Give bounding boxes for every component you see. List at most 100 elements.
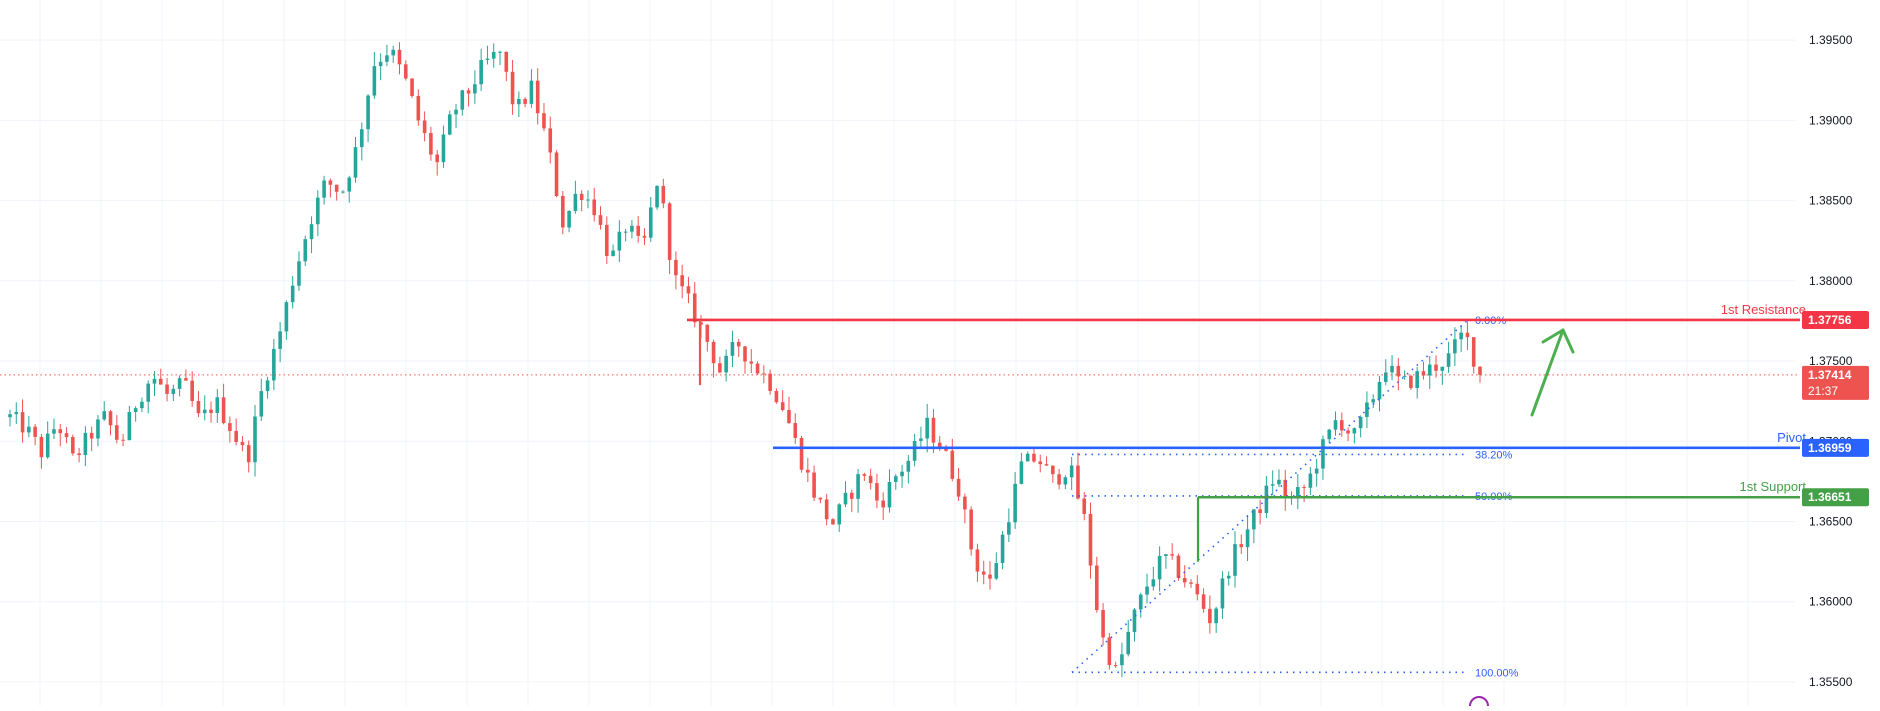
candle-body xyxy=(523,99,527,104)
candle-body xyxy=(1314,468,1319,474)
level-price-badge xyxy=(1802,438,1869,457)
y-tick-label: 1.39000 xyxy=(1809,113,1853,127)
candle-body xyxy=(944,448,948,451)
candle-body xyxy=(1214,608,1218,624)
candle-body xyxy=(1409,375,1413,389)
candle-body xyxy=(692,293,697,323)
candle-body xyxy=(868,475,873,484)
candle-body xyxy=(133,408,138,413)
candle-body xyxy=(114,425,119,440)
candle-body xyxy=(1434,364,1438,371)
candle-body xyxy=(1321,439,1325,469)
candle-body xyxy=(8,414,12,418)
candle-body xyxy=(900,471,904,477)
candle-body xyxy=(730,341,735,356)
candle-body xyxy=(843,492,848,505)
candle-body xyxy=(447,114,452,135)
candle-body xyxy=(473,84,477,94)
event-marker-icon xyxy=(1469,696,1489,707)
candle-body xyxy=(567,211,571,228)
candle-body xyxy=(454,109,458,115)
candle-body xyxy=(1258,509,1262,514)
candle-body xyxy=(290,285,295,303)
candle-body xyxy=(1365,402,1369,417)
candle-body xyxy=(278,331,282,349)
candle-body xyxy=(768,373,772,391)
candle-body xyxy=(322,180,326,198)
candle-body xyxy=(410,78,414,97)
candle-body xyxy=(1226,575,1231,579)
up-arrow-head xyxy=(1541,328,1575,354)
candle-body xyxy=(297,261,301,286)
candle-body xyxy=(1051,465,1055,475)
candle-body xyxy=(1069,465,1074,478)
candle-body xyxy=(83,432,88,456)
candle-body xyxy=(485,58,490,60)
candle-body xyxy=(1195,583,1200,595)
candle-body xyxy=(228,423,232,431)
candle-body xyxy=(1277,479,1281,485)
candle-body xyxy=(265,380,270,392)
candle-body xyxy=(341,191,345,193)
candle-body xyxy=(535,80,540,114)
candle-body xyxy=(611,250,615,257)
candle-body xyxy=(1245,529,1250,548)
candle-body xyxy=(460,90,465,110)
fib-level-label: 100.00% xyxy=(1475,667,1519,679)
candle-body xyxy=(1396,365,1401,377)
candle-body xyxy=(1233,544,1237,576)
y-tick-label: 1.37500 xyxy=(1809,354,1853,368)
candle-body xyxy=(1327,429,1332,440)
candle-body xyxy=(309,224,314,240)
candle-body xyxy=(636,225,641,236)
candle-body xyxy=(1013,483,1017,523)
candle-body xyxy=(1189,582,1193,584)
price-levels[interactable]: 1st Resistance Pivot 1st Support xyxy=(0,302,1806,562)
candle-body xyxy=(931,417,936,443)
candle-body xyxy=(14,412,19,415)
candle-body xyxy=(27,426,31,433)
candle-body xyxy=(680,275,684,287)
candle-body xyxy=(397,49,402,65)
candle-body xyxy=(1182,578,1187,583)
candle-body xyxy=(1007,522,1011,535)
candle-body xyxy=(1465,332,1470,338)
candle-body xyxy=(956,478,961,497)
candle-body xyxy=(887,481,892,508)
candle-body xyxy=(1220,578,1225,609)
candle-body xyxy=(416,96,421,121)
candle-body xyxy=(1270,484,1275,486)
candle-body xyxy=(743,346,747,362)
candle-body xyxy=(121,439,125,441)
candle-body xyxy=(1120,654,1124,666)
candle-body xyxy=(1283,479,1288,497)
candle-body xyxy=(856,474,860,499)
candle-body xyxy=(875,483,879,501)
level-price-badge xyxy=(1802,488,1869,507)
candle-body xyxy=(1138,594,1143,610)
candle-body xyxy=(1302,487,1306,489)
candle-body xyxy=(774,390,779,403)
candle-body xyxy=(718,363,722,373)
candle-body xyxy=(71,437,75,454)
candle-body xyxy=(1453,339,1457,354)
y-tick-label: 1.38500 xyxy=(1809,194,1853,208)
candle-body xyxy=(221,397,226,424)
countdown-label: 21:37 xyxy=(1808,384,1838,398)
candle-body xyxy=(1170,554,1174,556)
candle-body xyxy=(981,571,986,575)
candle-body xyxy=(755,363,760,374)
candle-body xyxy=(284,302,289,332)
candle-body xyxy=(209,409,213,413)
candle-body xyxy=(422,120,427,134)
candle-body xyxy=(1132,609,1137,632)
price-axis[interactable]: 1.395001.390001.385001.380001.375001.370… xyxy=(1802,33,1869,689)
candle-body xyxy=(234,430,238,442)
candle-body xyxy=(33,426,37,437)
candle-body xyxy=(378,61,383,67)
level-name: 1st Support xyxy=(1740,479,1807,494)
candle-body xyxy=(177,378,182,389)
candle-body xyxy=(711,341,716,364)
candle-body xyxy=(1082,498,1087,514)
candle-body xyxy=(674,259,678,276)
